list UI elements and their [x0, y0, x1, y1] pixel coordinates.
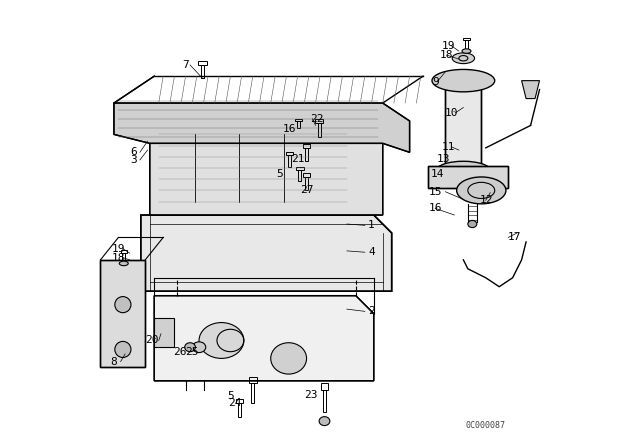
Polygon shape [154, 296, 374, 381]
Bar [122, 253, 125, 262]
Ellipse shape [115, 341, 131, 358]
Bar [317, 123, 321, 137]
Bar [321, 383, 328, 390]
Text: 11: 11 [442, 142, 455, 152]
Ellipse shape [319, 417, 330, 426]
Ellipse shape [462, 49, 471, 53]
Text: 17: 17 [508, 233, 521, 242]
Text: 2: 2 [368, 306, 375, 316]
Text: 7: 7 [182, 60, 189, 70]
Text: 16: 16 [283, 124, 296, 134]
Text: 19: 19 [111, 244, 125, 254]
Bar [298, 170, 301, 181]
Text: 15: 15 [429, 187, 442, 197]
Bar [465, 40, 468, 49]
Polygon shape [114, 103, 410, 152]
Bar [120, 250, 127, 253]
Bar [154, 318, 174, 347]
Bar [296, 167, 303, 170]
Text: 0C000087: 0C000087 [466, 421, 506, 430]
Text: 9: 9 [432, 77, 439, 86]
Bar [249, 377, 257, 383]
Ellipse shape [119, 261, 128, 266]
Text: 14: 14 [431, 169, 444, 179]
Text: 3: 3 [131, 155, 138, 165]
Text: 23: 23 [304, 390, 318, 400]
Polygon shape [141, 215, 392, 291]
Text: 18: 18 [111, 253, 125, 263]
Ellipse shape [452, 53, 474, 64]
Text: 24: 24 [228, 398, 242, 408]
Bar [295, 119, 301, 121]
Ellipse shape [432, 69, 495, 92]
Text: 19: 19 [442, 41, 455, 51]
Bar [252, 383, 254, 403]
Bar [323, 390, 326, 412]
Text: 20: 20 [145, 336, 159, 345]
Text: 26: 26 [173, 347, 187, 357]
Polygon shape [100, 260, 145, 367]
Bar [286, 152, 293, 155]
Bar [463, 38, 470, 40]
Ellipse shape [456, 177, 506, 204]
Bar [303, 173, 310, 177]
Bar [288, 155, 291, 167]
Polygon shape [445, 81, 481, 170]
Ellipse shape [193, 342, 206, 353]
Text: 8: 8 [111, 357, 117, 366]
Bar [303, 144, 310, 148]
Ellipse shape [271, 343, 307, 374]
Bar [297, 121, 300, 128]
Text: 1: 1 [368, 220, 375, 230]
Text: 21: 21 [291, 154, 305, 164]
Ellipse shape [185, 343, 195, 352]
Text: 27: 27 [300, 185, 314, 194]
Text: 5: 5 [227, 392, 234, 401]
Text: 5: 5 [276, 169, 283, 179]
Ellipse shape [199, 323, 244, 358]
Text: 12: 12 [480, 195, 493, 205]
Bar [201, 65, 204, 78]
Polygon shape [428, 166, 508, 188]
Polygon shape [522, 81, 540, 99]
Text: 4: 4 [368, 247, 375, 257]
Bar [198, 61, 207, 65]
Ellipse shape [468, 220, 477, 228]
Polygon shape [150, 121, 383, 215]
Bar [305, 148, 308, 161]
Ellipse shape [115, 297, 131, 313]
Bar [236, 399, 243, 403]
Text: 13: 13 [437, 154, 451, 164]
Text: 6: 6 [131, 147, 138, 157]
Text: 18: 18 [440, 50, 454, 60]
Text: 16: 16 [428, 203, 442, 213]
Text: 22: 22 [310, 114, 324, 124]
Ellipse shape [436, 161, 490, 179]
Bar [238, 403, 241, 417]
Text: 10: 10 [445, 108, 458, 118]
Bar [305, 177, 308, 190]
Text: 25: 25 [185, 347, 198, 357]
Bar [316, 119, 323, 123]
